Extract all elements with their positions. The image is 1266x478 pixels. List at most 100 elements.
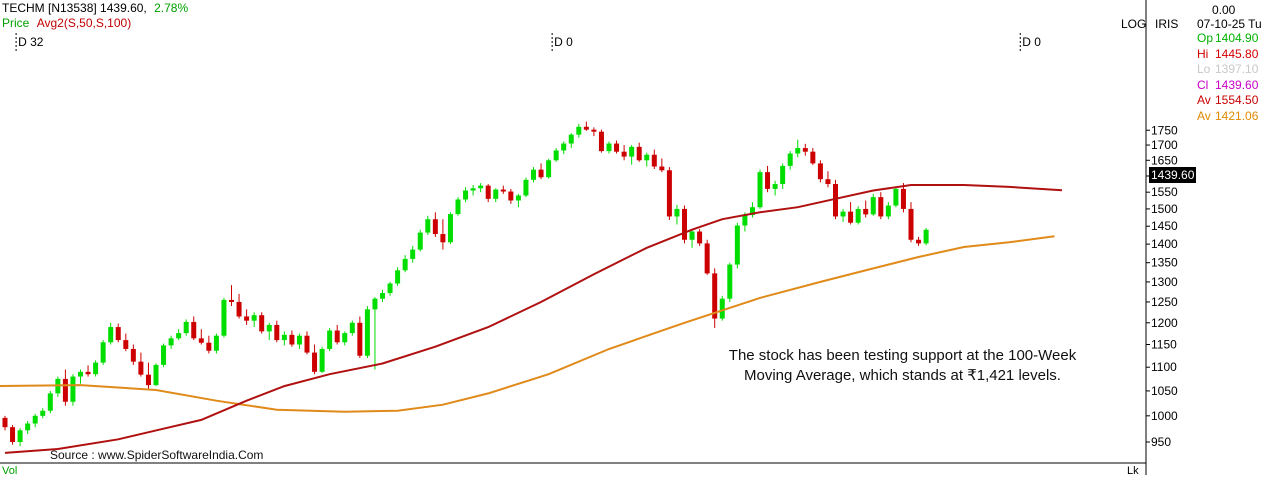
candle-body: [47, 393, 53, 411]
divider-label: D 32: [18, 35, 44, 49]
candle-body: [900, 188, 906, 209]
current-price-tag: 1439.60: [1149, 167, 1197, 183]
ohlc-row: Av 1421.06: [1197, 109, 1258, 123]
candle-body: [206, 342, 212, 351]
ohlc-row: Cl 1439.60: [1197, 78, 1258, 92]
candle-body: [916, 239, 922, 244]
ohlc-value: 1404.90: [1215, 31, 1259, 45]
candle-body: [266, 324, 272, 332]
candle-body: [342, 333, 348, 343]
candle-body: [145, 374, 151, 386]
candle-body: [417, 232, 423, 250]
candle-body: [870, 197, 876, 215]
candle-body: [704, 243, 710, 274]
candle-body: [312, 352, 318, 372]
candle-body: [719, 298, 725, 319]
ma100-line: [0, 235, 1055, 413]
y-tick-label: 1350: [1151, 256, 1178, 270]
ohlc-row: Lo 1397.10: [1197, 62, 1258, 76]
candle-body: [176, 333, 182, 339]
candle-body: [659, 166, 665, 171]
y-tick-label: 1450: [1151, 219, 1178, 233]
side-date: 07-10-25 Tu: [1197, 17, 1262, 31]
candle-body: [221, 299, 227, 336]
candle-body: [734, 225, 740, 265]
chart-header-indicators: Price Avg2(S,50,S,100): [2, 16, 131, 30]
candle-body: [485, 185, 491, 199]
candle-body: [651, 154, 657, 167]
y-tick-label: 1250: [1151, 295, 1178, 309]
ohlc-row: Hi 1445.80: [1197, 47, 1258, 61]
candle-body: [198, 338, 204, 343]
candle-body: [334, 330, 340, 343]
candle-body: [561, 143, 567, 151]
candle-body: [629, 146, 635, 157]
y-tick-label: 1650: [1151, 153, 1178, 167]
candle-body: [833, 184, 838, 217]
candle-body: [191, 321, 197, 339]
candle-body: [100, 342, 106, 363]
candle-body: [123, 340, 129, 349]
y-tick-label: 1750: [1151, 123, 1178, 137]
candle-body: [410, 249, 416, 259]
candle-body: [787, 153, 793, 166]
vol-label: Vol: [2, 465, 18, 477]
candle-body: [546, 160, 552, 178]
candle-body: [493, 189, 499, 199]
y-tick-label: 1700: [1151, 138, 1178, 152]
candle-body: [463, 190, 469, 200]
candle-body: [885, 205, 891, 217]
candle-body: [614, 143, 620, 152]
annotation-line-1: The stock has been testing support at th…: [728, 347, 1077, 364]
candle-body: [598, 131, 604, 152]
candle-body: [432, 219, 438, 235]
candle-body: [153, 364, 159, 386]
candle-body: [455, 199, 461, 215]
candle-body: [576, 126, 582, 135]
candle-body: [515, 195, 521, 201]
candle-body: [508, 191, 514, 201]
plot-area: [0, 33, 1063, 454]
candle-body: [908, 208, 914, 240]
change-percent: 2.78%: [154, 1, 189, 15]
candle-body: [682, 208, 687, 240]
iris-label[interactable]: IRIS: [1155, 17, 1179, 31]
candle-body: [251, 315, 257, 321]
y-tick-label: 1000: [1151, 409, 1178, 423]
candle-body: [591, 129, 597, 132]
divider-label: D 0: [554, 35, 573, 49]
candle-body: [78, 371, 83, 377]
candle-body: [795, 148, 801, 154]
ohlc-value: 1397.10: [1215, 62, 1259, 76]
candle-body: [568, 134, 574, 144]
log-label[interactable]: LOG: [1121, 17, 1147, 31]
candle-body: [274, 324, 280, 341]
candle-body: [878, 197, 884, 217]
ohlc-value: 1445.80: [1215, 46, 1259, 61]
candle-body: [757, 172, 763, 208]
ohlc-value: 1554.50: [1215, 93, 1259, 107]
candle-body: [289, 334, 295, 345]
candle-body: [893, 188, 899, 206]
last-price: 1439.60,: [100, 1, 147, 15]
candle-body: [138, 361, 144, 375]
candle-body: [772, 184, 778, 189]
candle-body: [357, 322, 363, 356]
candle-body: [500, 189, 506, 192]
y-axis: 950 1000 1050 1100 1150 1200 1250 1300 1350 1400 1…: [1146, 123, 1178, 449]
y-tick-label: 1300: [1151, 275, 1178, 289]
candle-body: [712, 273, 718, 319]
candle-body: [848, 211, 854, 223]
candle-body: [296, 335, 302, 345]
ohlc-key: Av: [1197, 93, 1211, 107]
candle-body: [583, 126, 589, 130]
ohlc-row: Av 1554.50: [1197, 93, 1258, 107]
ohlc-key: Hi: [1197, 46, 1209, 61]
candle-body: [840, 211, 846, 217]
candle-body: [304, 335, 310, 353]
source-text: Source : www.SpiderSoftwareIndia.Com: [50, 448, 264, 462]
candle-body: [130, 348, 136, 362]
candle-body: [40, 410, 46, 416]
ohlc-key: Av: [1197, 108, 1211, 123]
candle-body: [825, 179, 831, 185]
